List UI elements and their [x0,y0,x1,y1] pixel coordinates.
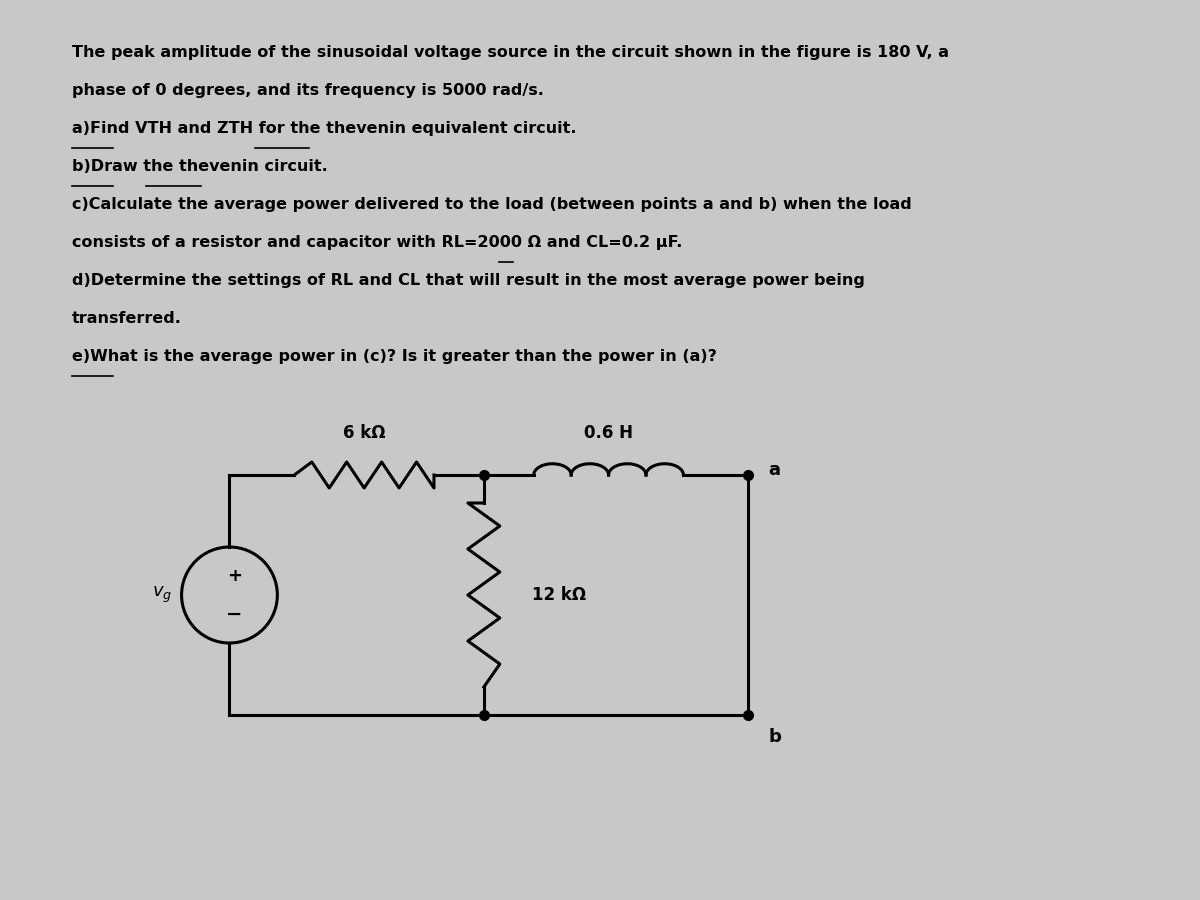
Text: phase of 0 degrees, and its frequency is 5000 rad/s.: phase of 0 degrees, and its frequency is… [72,83,544,98]
Text: c)Calculate the average power delivered to the load (between points a and b) whe: c)Calculate the average power delivered … [72,197,912,212]
Text: consists of a resistor and capacitor with RL=2000 Ω and CL=0.2 μF.: consists of a resistor and capacitor wit… [72,235,683,250]
Text: transferred.: transferred. [72,311,181,326]
Text: b: b [768,728,781,746]
Text: a: a [768,461,780,479]
Text: d)Determine the settings of RL and CL that will result in the most average power: d)Determine the settings of RL and CL th… [72,273,865,288]
Text: $v_g$: $v_g$ [151,585,172,605]
Text: b)Draw the thevenin circuit.: b)Draw the thevenin circuit. [72,159,328,174]
Text: a)Find VTH and ZTH for the thevenin equivalent circuit.: a)Find VTH and ZTH for the thevenin equi… [72,121,576,136]
Text: +: + [227,567,242,585]
Text: 0.6 H: 0.6 H [584,424,634,442]
Text: −: − [227,605,242,624]
Text: 6 kΩ: 6 kΩ [343,424,385,442]
Text: The peak amplitude of the sinusoidal voltage source in the circuit shown in the : The peak amplitude of the sinusoidal vol… [72,45,949,60]
Text: e)What is the average power in (c)? Is it greater than the power in (a)?: e)What is the average power in (c)? Is i… [72,349,716,364]
Text: 12 kΩ: 12 kΩ [532,586,586,604]
